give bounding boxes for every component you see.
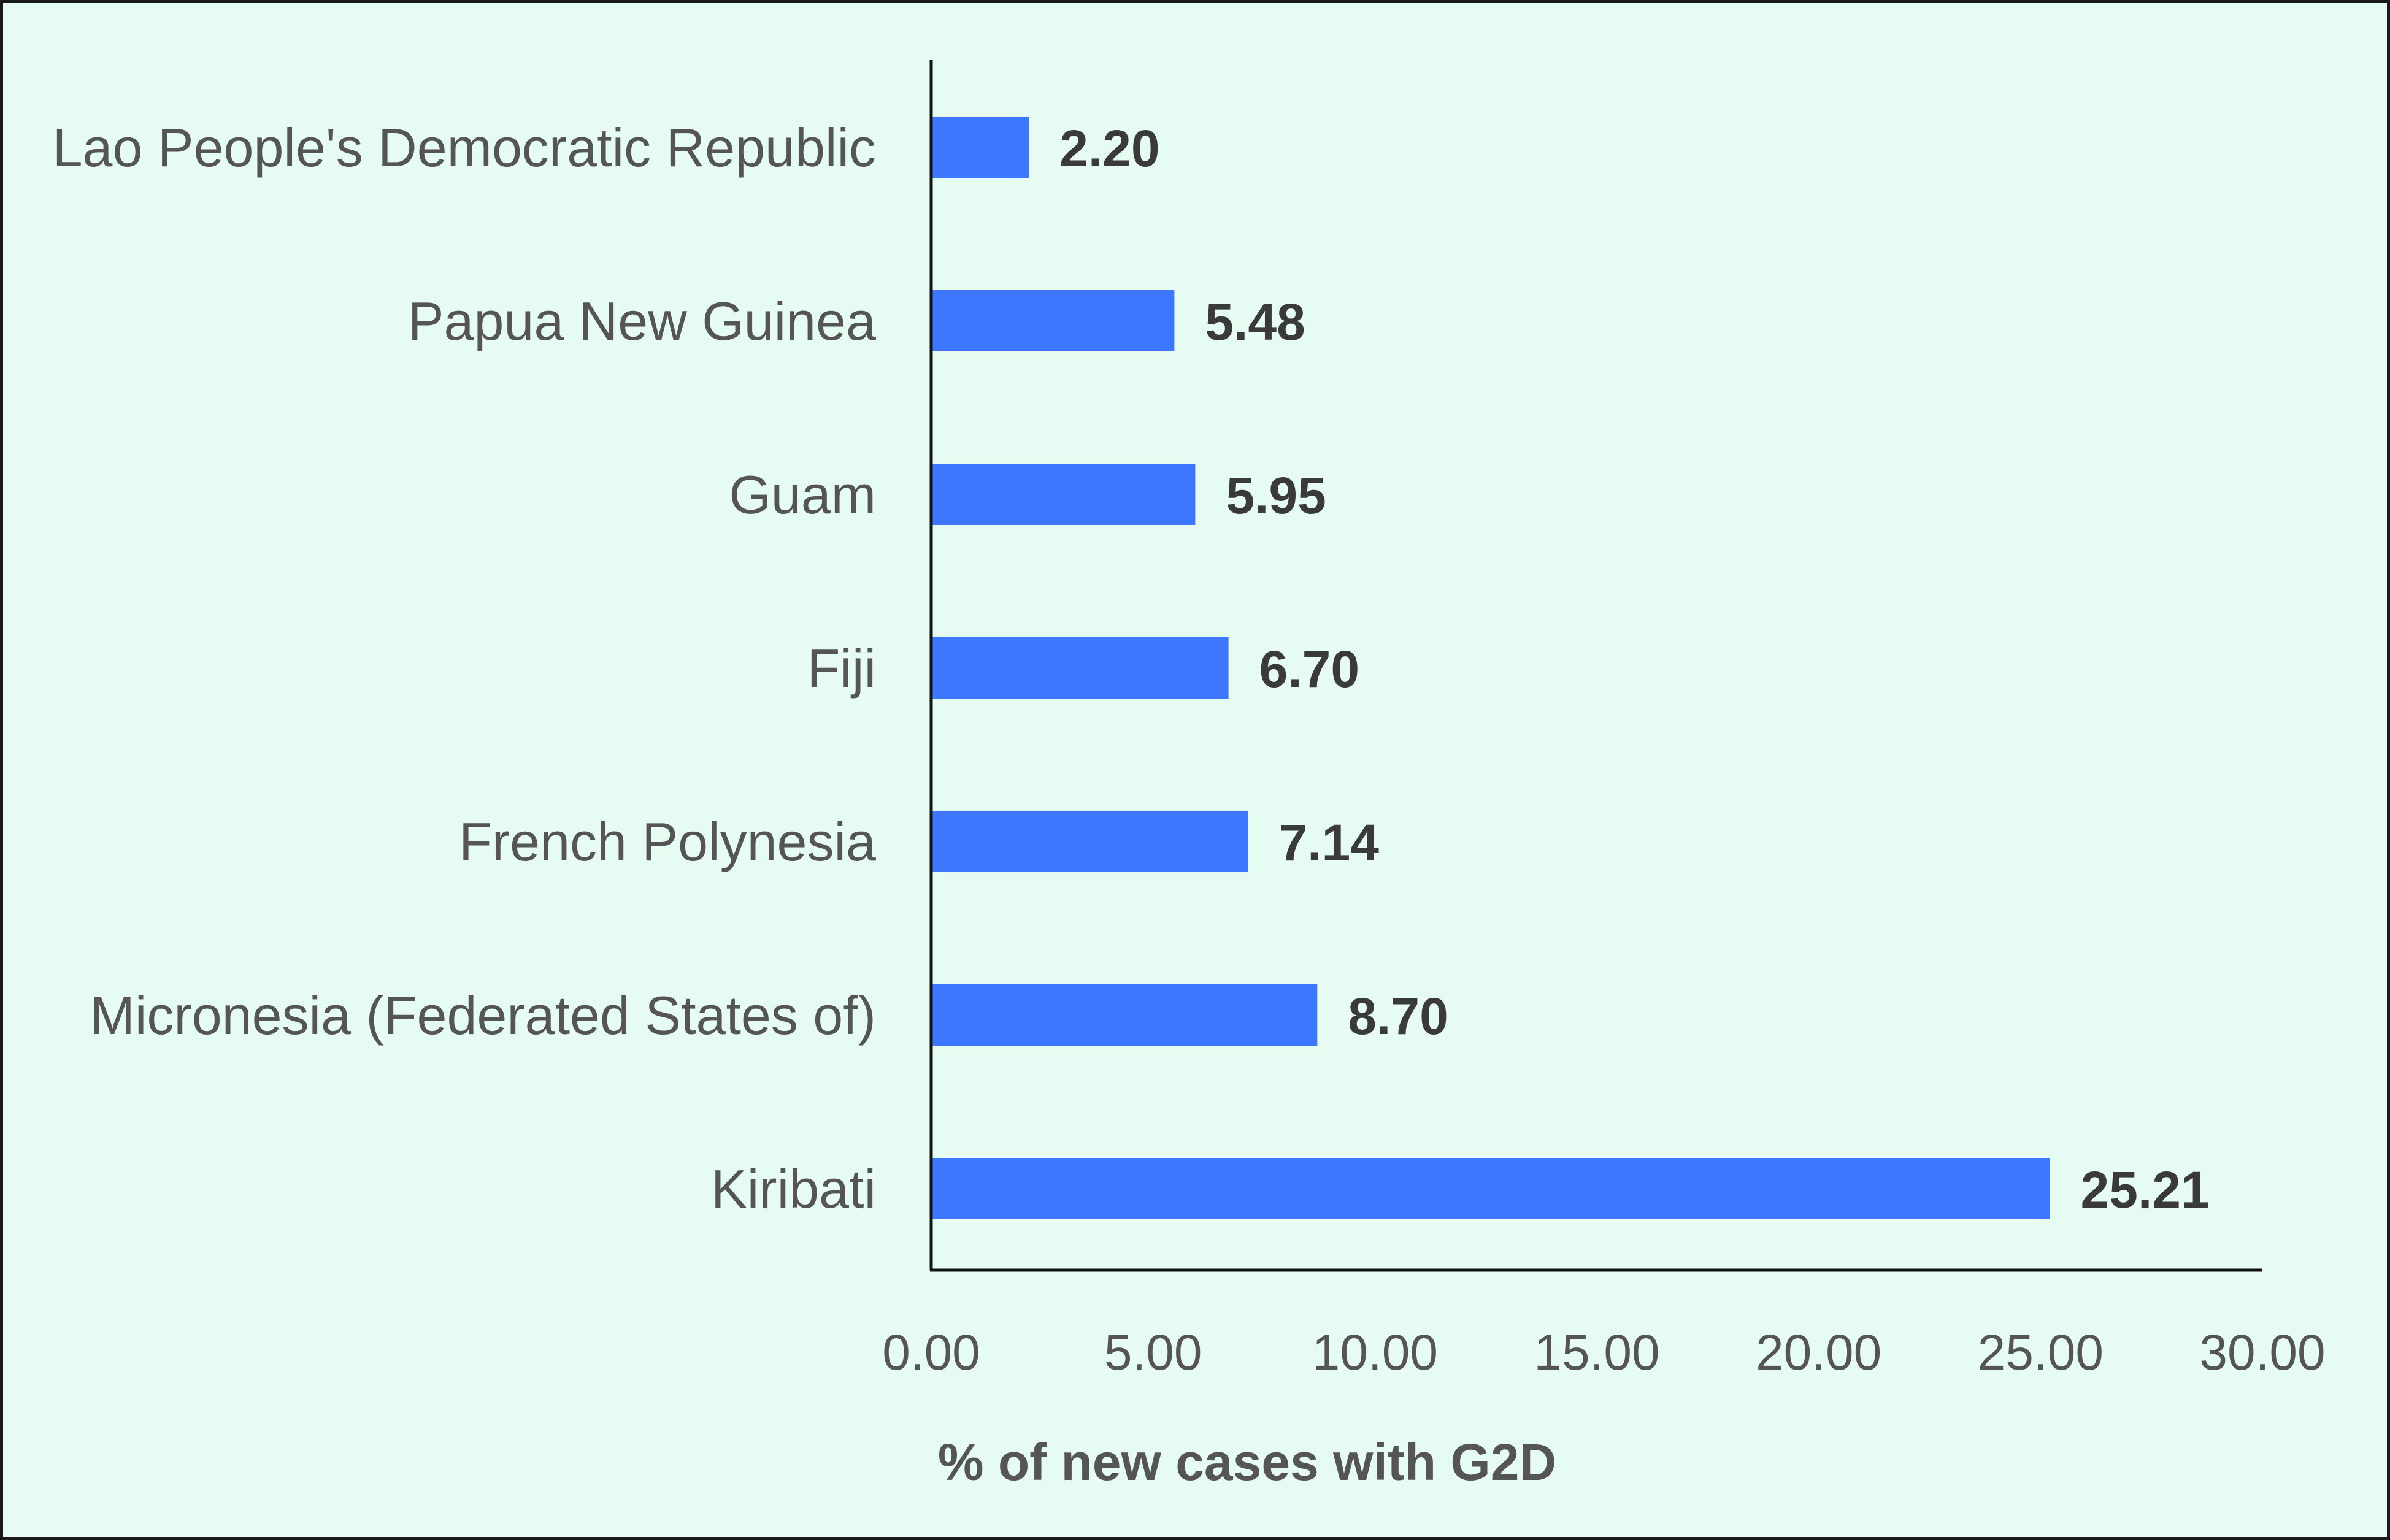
axes-layer [929, 60, 2262, 1272]
x-tick-label: 5.00 [1104, 1325, 1202, 1381]
bar-chart: Lao People's Democratic Republic 2.20 Papu… [53, 60, 2326, 1491]
data-label: 5.95 [1226, 467, 1326, 524]
bar [931, 464, 1196, 525]
data-label: 7.14 [1278, 814, 1379, 872]
bar [931, 984, 1318, 1046]
data-label: 2.20 [1059, 120, 1160, 177]
bar [931, 117, 1029, 178]
x-axis-title: % of new cases with G2D [938, 1433, 1556, 1491]
category-label: Micronesia (Federated States of) [90, 985, 876, 1046]
bar [931, 290, 1175, 351]
x-tick-label: 10.00 [1312, 1325, 1438, 1381]
category-label: Lao People's Democratic Republic [53, 117, 876, 178]
labels-layer: Lao People's Democratic Republic 2.20 Papu… [53, 117, 2326, 1381]
x-tick-label: 30.00 [2199, 1325, 2325, 1381]
x-tick-label: 15.00 [1534, 1325, 1659, 1381]
x-tick-label: 25.00 [1978, 1325, 2104, 1381]
category-label: Guam [729, 464, 876, 525]
category-label: Fiji [807, 638, 876, 699]
bars-layer [931, 117, 2050, 1219]
data-label: 5.48 [1205, 293, 1305, 351]
data-label: 8.70 [1348, 987, 1448, 1045]
data-label: 6.70 [1259, 640, 1360, 698]
category-label: French Polynesia [459, 811, 876, 872]
category-label: Papua New Guinea [408, 291, 876, 351]
x-tick-label: 20.00 [1756, 1325, 1881, 1381]
category-label: Kiribati [711, 1159, 876, 1219]
bar [931, 637, 1229, 699]
x-tick-label: 0.00 [882, 1325, 980, 1381]
data-label: 25.21 [2081, 1161, 2210, 1219]
bar [931, 811, 1248, 872]
bar [931, 1158, 2050, 1219]
